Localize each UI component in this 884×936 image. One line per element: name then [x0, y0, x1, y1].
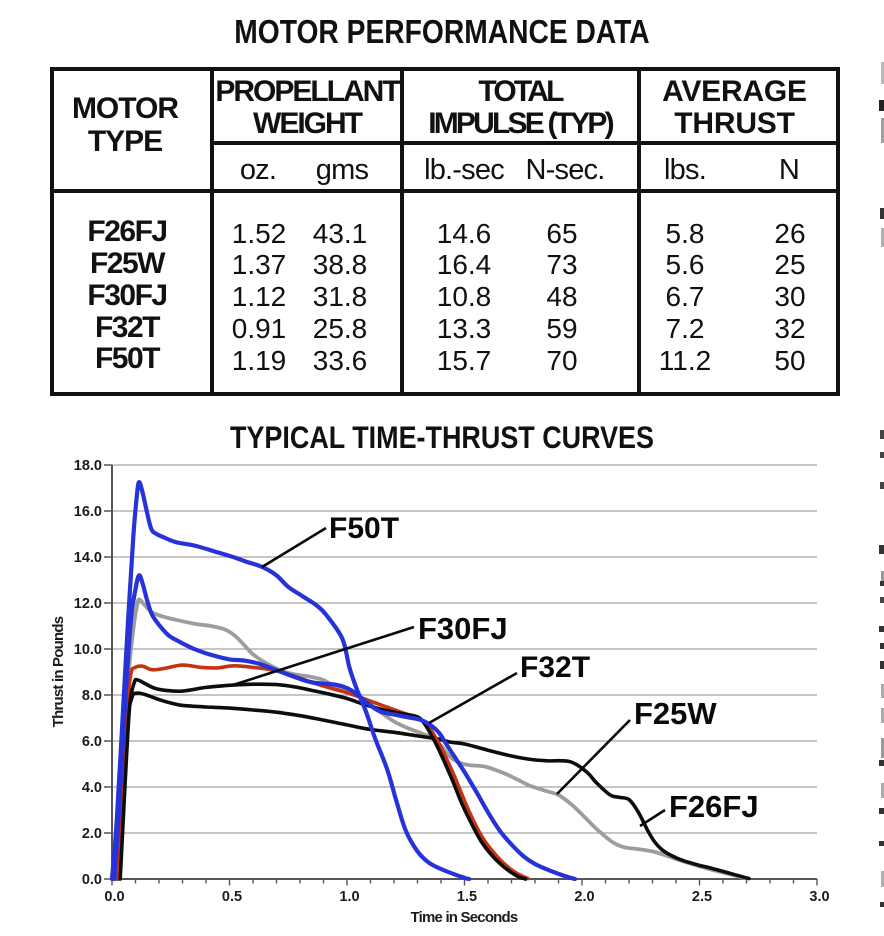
svg-text:Time in Seconds: Time in Seconds — [411, 909, 518, 926]
svg-text:F26FJ: F26FJ — [669, 789, 759, 824]
svg-text:F30FJ: F30FJ — [418, 611, 508, 646]
svg-text:10.0: 10.0 — [74, 642, 102, 658]
svg-text:2.0: 2.0 — [574, 889, 594, 905]
svg-text:3.0: 3.0 — [809, 889, 829, 905]
svg-text:2.0: 2.0 — [82, 826, 102, 842]
svg-text:4.0: 4.0 — [82, 780, 102, 796]
svg-text:Thrust in Pounds: Thrust in Pounds — [50, 616, 67, 727]
svg-text:0.0: 0.0 — [104, 889, 124, 905]
svg-text:0.0: 0.0 — [82, 872, 102, 888]
svg-text:14.0: 14.0 — [74, 550, 102, 566]
svg-text:F50T: F50T — [329, 512, 399, 545]
svg-text:12.0: 12.0 — [74, 596, 102, 612]
svg-text:16.0: 16.0 — [74, 504, 102, 520]
svg-text:0.5: 0.5 — [222, 889, 242, 905]
svg-text:F25W: F25W — [634, 696, 717, 731]
svg-text:2.5: 2.5 — [692, 889, 712, 905]
svg-text:6.0: 6.0 — [82, 734, 102, 750]
svg-text:1.0: 1.0 — [339, 889, 359, 905]
svg-text:8.0: 8.0 — [82, 688, 102, 704]
svg-text:1.5: 1.5 — [457, 889, 477, 905]
svg-text:18.0: 18.0 — [74, 458, 102, 474]
svg-text:F32T: F32T — [520, 651, 590, 684]
